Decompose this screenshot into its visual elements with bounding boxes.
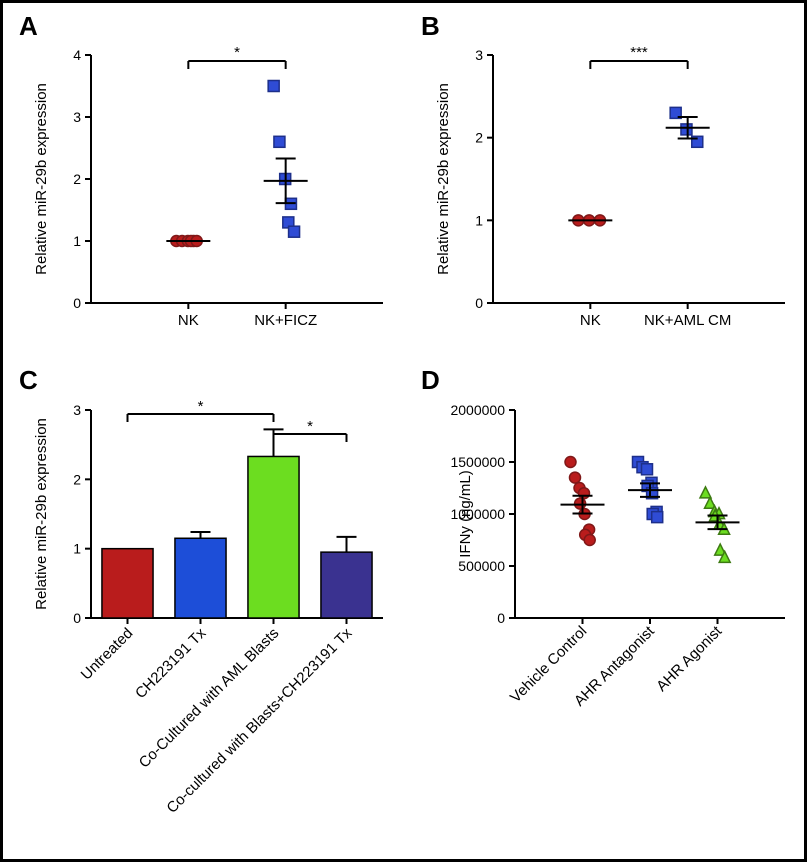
panel-b-chart: 0 1 2 3 Relative miR-29b expression NK NK+AML … (415, 13, 805, 353)
svg-text:0: 0 (497, 610, 505, 626)
svg-text:IFNy (ng/mL): IFNy (ng/mL) (457, 470, 474, 558)
svg-text:Relative miR-29b expression: Relative miR-29b expression (33, 418, 50, 610)
panel-c-chart: 0 1 2 3 Relative miR-29b expression Untreated… (13, 368, 403, 858)
svg-text:0: 0 (475, 295, 483, 311)
svg-text:*: * (198, 398, 204, 415)
svg-text:1: 1 (73, 233, 81, 249)
svg-text:Co-Cultured with AML Blasts: Co-Cultured with AML Blasts (136, 625, 283, 772)
svg-text:0: 0 (73, 295, 81, 311)
svg-text:*: * (234, 44, 240, 61)
svg-text:Relative miR-29b expression: Relative miR-29b expression (435, 83, 452, 275)
svg-text:1: 1 (73, 541, 81, 557)
svg-text:2: 2 (73, 171, 81, 187)
svg-text:2000000: 2000000 (450, 402, 505, 418)
svg-text:1: 1 (475, 212, 483, 228)
svg-text:Untreated: Untreated (78, 625, 137, 684)
svg-text:0: 0 (73, 610, 81, 626)
svg-text:3: 3 (73, 402, 81, 418)
svg-text:4: 4 (73, 47, 81, 63)
svg-text:***: *** (630, 44, 648, 61)
svg-text:CH223191 Tx: CH223191 Tx (132, 624, 210, 702)
svg-text:NK+FICZ: NK+FICZ (254, 312, 317, 329)
svg-text:3: 3 (73, 109, 81, 125)
svg-text:2: 2 (73, 471, 81, 487)
svg-text:Relative miR-29b expression: Relative miR-29b expression (33, 83, 50, 275)
panel-a-chart: 0 1 2 3 4 Relative miR-29b expression NK NK+FIC… (13, 13, 403, 353)
svg-text:3: 3 (475, 47, 483, 63)
panel-d-chart: 0500000100000015000002000000IFNy (ng/mL)… (415, 368, 805, 858)
figure-container: A 01234Relative miR-29b expressionNKNK+F… (0, 0, 807, 862)
svg-text:1500000: 1500000 (450, 454, 505, 470)
svg-text:2: 2 (475, 130, 483, 146)
svg-text:NK: NK (580, 312, 601, 329)
svg-text:NK: NK (178, 312, 199, 329)
svg-text:AHR Agonist: AHR Agonist (653, 622, 726, 695)
svg-text:NK+AML CM: NK+AML CM (644, 312, 731, 329)
svg-text:500000: 500000 (458, 558, 505, 574)
svg-text:*: * (307, 418, 313, 435)
